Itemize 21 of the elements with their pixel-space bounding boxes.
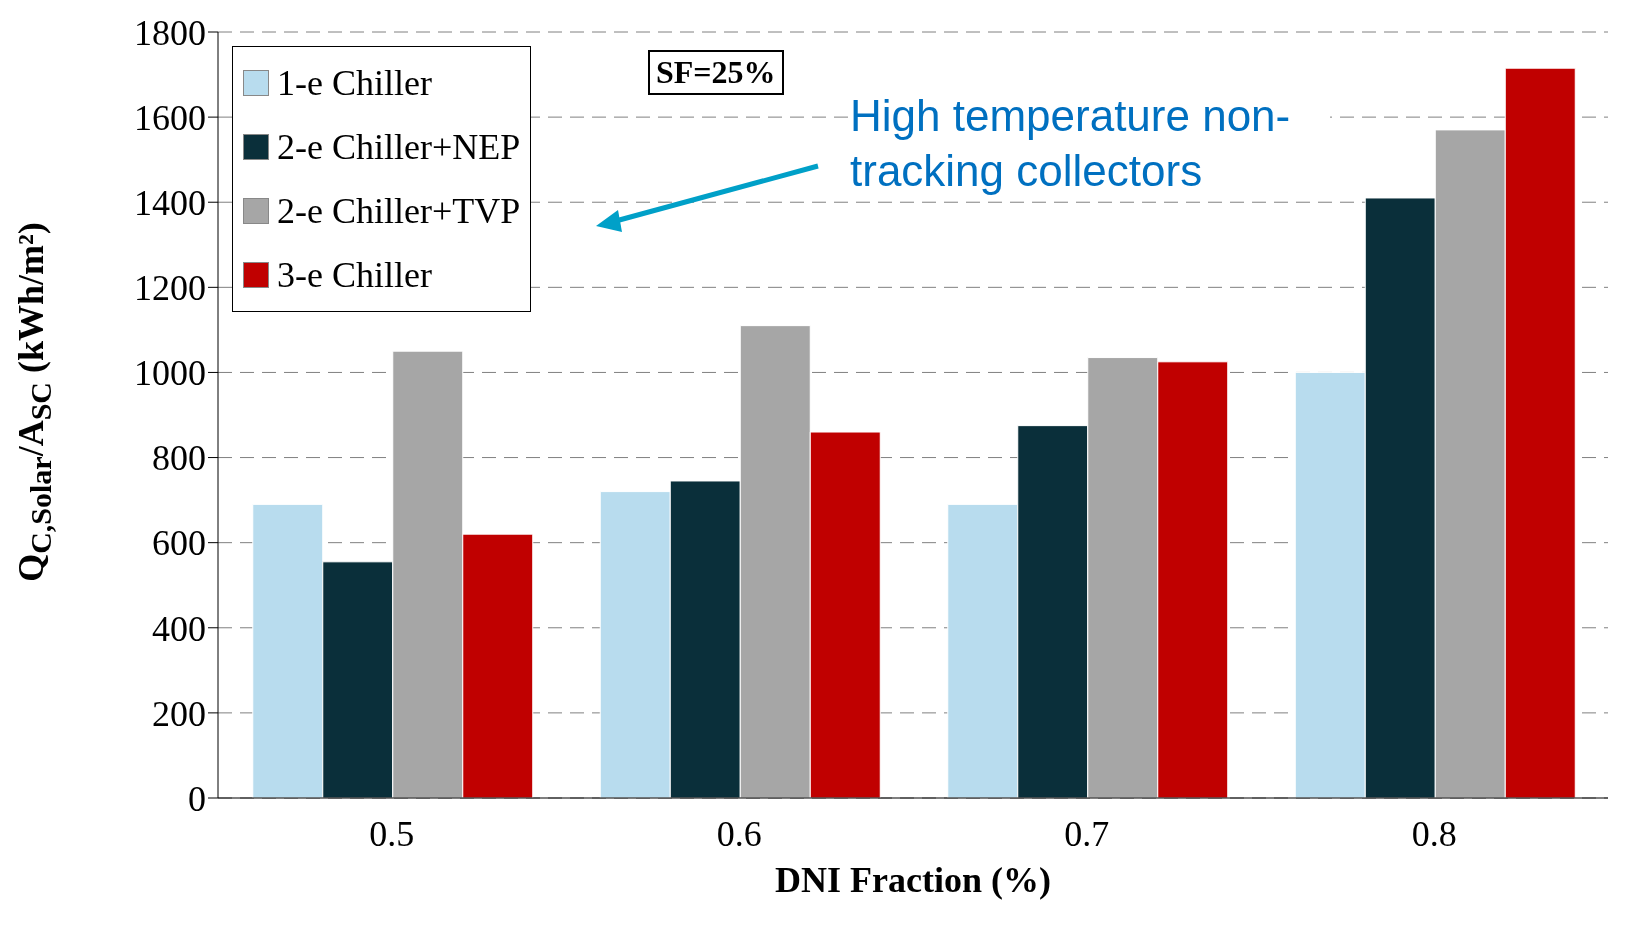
y-tick-label: 0 <box>188 778 206 819</box>
y-tick-label: 1600 <box>134 97 206 138</box>
x-axis-title: DNI Fraction (%) <box>775 860 1051 900</box>
y-tick-label: 1000 <box>134 353 206 394</box>
y-tick-label: 400 <box>152 608 206 649</box>
x-tick-label: 0.6 <box>716 813 762 854</box>
annotation: SF=25% <box>648 50 784 95</box>
y-tick-label: 1800 <box>134 12 206 53</box>
y-tick-label: 1200 <box>134 268 206 309</box>
legend-label: 1-e Chiller <box>277 62 432 104</box>
y-tick-label: 200 <box>152 693 206 734</box>
legend-label: 2-e Chiller+TVP <box>277 190 521 232</box>
x-tick-label: 0.7 <box>1064 813 1110 854</box>
y-tick-label: 1400 <box>134 183 206 223</box>
x-tick-label: 0.5 <box>369 813 415 854</box>
y-tick-label: 800 <box>152 438 206 479</box>
x-tick-label: 0.8 <box>1411 813 1457 854</box>
annotation: High temperature non-tracking collectors <box>850 88 1330 198</box>
legend-label: 3-e Chiller <box>277 254 432 296</box>
y-tick-label: 600 <box>152 523 206 564</box>
legend-label: 2-e Chiller+NEP <box>277 126 521 168</box>
